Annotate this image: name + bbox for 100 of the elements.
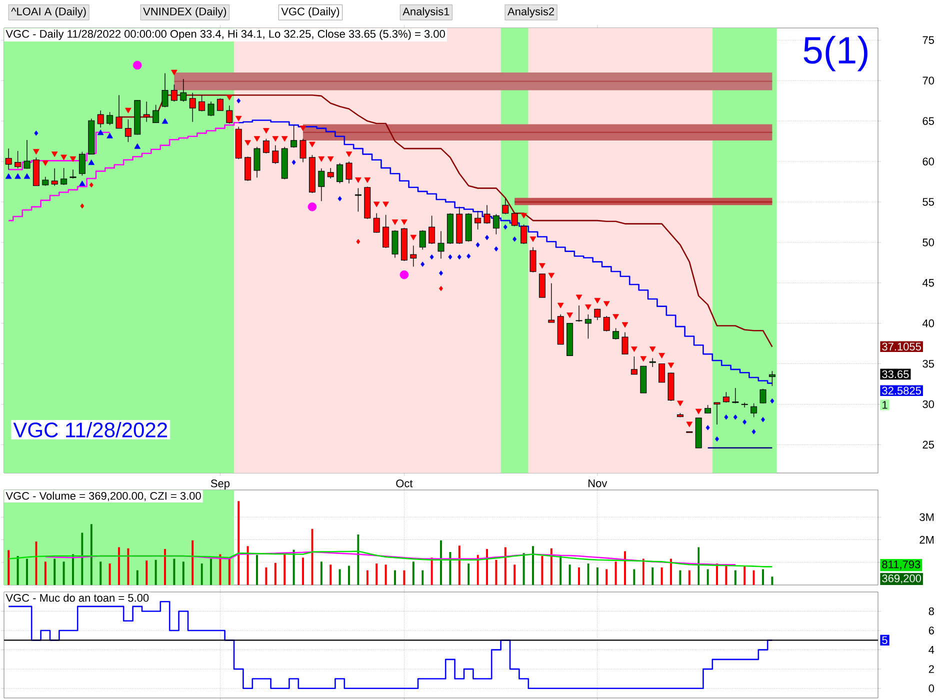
candlestick bbox=[51, 168, 58, 186]
point bbox=[752, 429, 756, 434]
x-tick-label: Nov bbox=[588, 480, 608, 488]
bar bbox=[449, 552, 452, 585]
point bbox=[548, 272, 555, 278]
candlestick bbox=[530, 246, 536, 273]
bar bbox=[182, 562, 184, 585]
point bbox=[392, 219, 398, 225]
point bbox=[236, 98, 241, 104]
point bbox=[401, 219, 408, 225]
point bbox=[612, 314, 619, 320]
point bbox=[658, 352, 665, 358]
bar bbox=[100, 562, 102, 585]
candlestick bbox=[198, 94, 206, 112]
y-tick-label: 35 bbox=[922, 360, 934, 368]
y-tick-label: 4 bbox=[928, 646, 934, 654]
chart-title: VGC - Daily 11/28/2022 00:00:00 Open 33.4, Hi 34.1, Lo 32.25, Close 33.65 (5.3%) = 3.00 bbox=[6, 30, 445, 40]
bar bbox=[514, 564, 516, 585]
point bbox=[318, 156, 325, 162]
bar bbox=[256, 554, 258, 585]
candlestick bbox=[60, 168, 68, 186]
point bbox=[244, 140, 251, 146]
y-tick-label: 55 bbox=[922, 198, 934, 206]
candlestick bbox=[520, 224, 528, 244]
point bbox=[382, 202, 389, 208]
bar bbox=[302, 558, 304, 585]
bar bbox=[468, 563, 470, 585]
point bbox=[162, 118, 168, 124]
bar bbox=[54, 558, 56, 585]
candlestick bbox=[538, 274, 546, 298]
point bbox=[364, 177, 371, 183]
y-tick-label: 60 bbox=[922, 158, 934, 166]
bar bbox=[320, 562, 322, 585]
point bbox=[724, 414, 728, 420]
x-tick-label: Oct bbox=[396, 480, 413, 488]
point bbox=[254, 136, 260, 142]
point bbox=[263, 128, 270, 134]
point bbox=[594, 298, 601, 304]
bar bbox=[578, 567, 580, 585]
bar bbox=[348, 566, 350, 585]
candlestick bbox=[594, 308, 601, 320]
bar bbox=[154, 560, 157, 585]
bar bbox=[660, 567, 663, 585]
candlestick bbox=[760, 388, 766, 404]
bar bbox=[238, 501, 240, 585]
point bbox=[226, 94, 233, 100]
point bbox=[373, 202, 380, 208]
bar bbox=[330, 564, 332, 585]
candlestick bbox=[244, 156, 252, 182]
bar bbox=[550, 548, 552, 585]
text: VNINDEX (Daily) bbox=[143, 7, 226, 18]
bar bbox=[338, 569, 341, 585]
bar bbox=[376, 563, 378, 585]
candlestick bbox=[336, 162, 344, 184]
point bbox=[308, 202, 317, 212]
point bbox=[539, 263, 546, 269]
point bbox=[60, 154, 67, 160]
y-tick-label: 25 bbox=[922, 440, 934, 449]
y-tick-label: 2 bbox=[928, 665, 934, 673]
bar bbox=[228, 558, 230, 585]
point bbox=[430, 254, 434, 260]
candlestick bbox=[152, 104, 160, 124]
candlestick bbox=[180, 78, 187, 102]
candlestick bbox=[124, 119, 132, 142]
point bbox=[448, 254, 452, 260]
point bbox=[346, 152, 352, 157]
candlestick bbox=[116, 94, 122, 129]
candlestick bbox=[272, 144, 279, 164]
point bbox=[281, 136, 288, 142]
point bbox=[134, 143, 141, 149]
bar bbox=[16, 556, 19, 585]
bar bbox=[495, 560, 498, 585]
candlestick bbox=[216, 98, 224, 111]
bar bbox=[173, 558, 176, 585]
bar bbox=[164, 549, 166, 585]
point bbox=[97, 130, 104, 136]
candlestick bbox=[474, 210, 482, 230]
point bbox=[171, 70, 178, 76]
text: 33.65 bbox=[882, 370, 909, 378]
text: VGC (Daily) bbox=[281, 7, 340, 18]
y-tick-label: 0 bbox=[928, 684, 934, 692]
bar bbox=[596, 567, 598, 585]
y-tick-label: 45 bbox=[922, 279, 934, 287]
bar bbox=[265, 567, 268, 585]
bar bbox=[284, 554, 286, 585]
point bbox=[89, 182, 94, 188]
candlestick bbox=[97, 110, 104, 128]
point bbox=[603, 301, 610, 307]
candlestick bbox=[189, 92, 196, 122]
y-tick-label: 6 bbox=[928, 626, 934, 634]
candlestick bbox=[714, 402, 720, 425]
y-tick-label: 70 bbox=[922, 76, 934, 84]
candlestick bbox=[290, 124, 298, 148]
point bbox=[400, 270, 409, 280]
candlestick bbox=[612, 328, 620, 340]
bar bbox=[725, 564, 728, 585]
point bbox=[309, 142, 316, 148]
candlestick bbox=[106, 112, 114, 126]
point bbox=[503, 224, 508, 230]
point bbox=[327, 156, 334, 162]
